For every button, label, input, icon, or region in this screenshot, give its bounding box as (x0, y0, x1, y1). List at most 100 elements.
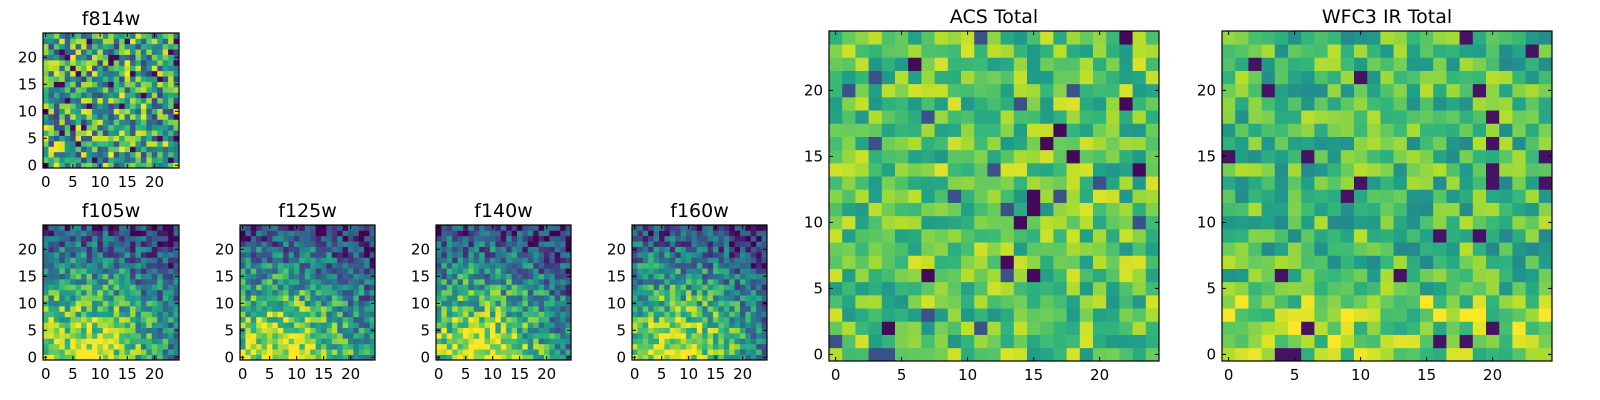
heatmap-cell (696, 284, 703, 291)
heatmap-cell (1314, 57, 1328, 71)
heatmap-cell (64, 124, 71, 131)
heatmap-cell (1433, 295, 1447, 309)
heatmap-cell (43, 230, 49, 237)
heatmap-cell (669, 349, 676, 355)
heatmap-cell (331, 262, 338, 269)
heatmap-cell (130, 81, 136, 88)
heatmap-cell (1459, 189, 1474, 203)
x-tick-label: 15 (510, 365, 529, 383)
heatmap-cell (707, 327, 714, 334)
heatmap-cell (554, 268, 561, 274)
heatmap-cell (1106, 215, 1120, 230)
heatmap-cell (1040, 110, 1054, 124)
heatmap-cell (675, 289, 681, 296)
heatmap-cell (364, 273, 370, 280)
heatmap-cell (750, 257, 757, 264)
heatmap-cell (315, 343, 322, 350)
heatmap-cell (108, 124, 115, 131)
heatmap-cell (1093, 189, 1107, 203)
heatmap-cell (675, 279, 681, 285)
heatmap-cell (696, 279, 703, 285)
heatmap-cell (1235, 136, 1249, 151)
heatmap-cell (696, 268, 703, 274)
heatmap-cell (1367, 281, 1381, 296)
heatmap-cell (1433, 308, 1447, 322)
heatmap-cell (1261, 347, 1276, 362)
heatmap-cell (565, 306, 572, 312)
heatmap-cell (1040, 97, 1054, 111)
heatmap-cell (64, 130, 71, 136)
heatmap-cell (500, 343, 507, 350)
heatmap-cell (140, 316, 147, 323)
heatmap-cell (947, 176, 962, 190)
heatmap-cell (549, 284, 556, 291)
heatmap-cell (1354, 215, 1368, 230)
heatmap-cell (108, 162, 115, 169)
heatmap-cell (544, 327, 550, 334)
heatmap-cell (86, 289, 93, 296)
heatmap-cell (648, 252, 654, 258)
heatmap-cell (1000, 215, 1015, 230)
heatmap-cell (1499, 70, 1513, 85)
heatmap-cell (1053, 83, 1067, 98)
heatmap-cell (713, 306, 719, 312)
heatmap-cell (511, 268, 518, 274)
heatmap-cell (108, 81, 115, 88)
heatmap-cell (1119, 215, 1133, 230)
heatmap-cell (75, 157, 82, 163)
heatmap-cell (895, 215, 909, 230)
heatmap-cell (500, 306, 507, 312)
heatmap-cell (1288, 281, 1302, 296)
heatmap-cell (842, 176, 856, 190)
heatmap-cell (294, 349, 300, 355)
heatmap-cell (1119, 229, 1133, 243)
heatmap-cell (1420, 44, 1434, 58)
heatmap-cell (740, 273, 746, 280)
heatmap-cell (75, 130, 82, 136)
heatmap-cell (473, 306, 480, 312)
heatmap-cell (1367, 70, 1381, 85)
heatmap-cell (637, 257, 644, 264)
heatmap-cell (441, 306, 448, 312)
heatmap-cell (718, 322, 725, 328)
heatmap-cell (1261, 57, 1276, 71)
heatmap-cell (1066, 334, 1081, 349)
heatmap-cell (272, 327, 279, 334)
heatmap-cell (342, 230, 349, 237)
heatmap-cell (1053, 229, 1067, 243)
heatmap-cell (124, 246, 131, 253)
heatmap-cell (1433, 70, 1447, 85)
heatmap-cell (108, 349, 115, 355)
heatmap-cell (632, 333, 638, 339)
heatmap-cell (1525, 334, 1540, 349)
heatmap-cell (299, 333, 306, 339)
heatmap-cell (64, 43, 71, 50)
heatmap-cell (151, 70, 158, 77)
heatmap-cell (299, 300, 306, 307)
heatmap-cell (921, 70, 935, 85)
heatmap-cell (272, 246, 279, 253)
heatmap-cell (702, 300, 708, 307)
heatmap-cell (1486, 136, 1500, 151)
heatmap-cell (337, 262, 343, 269)
heatmap-cell (272, 241, 279, 247)
heatmap-cell (648, 241, 654, 247)
heatmap-cell (53, 273, 60, 280)
heatmap-cell (304, 230, 311, 237)
heatmap-cell (1000, 31, 1015, 45)
heatmap-cell (250, 338, 257, 345)
heatmap-cell (947, 136, 962, 151)
x-tick-label: 10 (483, 365, 502, 383)
heatmap-cell (277, 306, 284, 312)
heatmap-cell (168, 295, 174, 301)
heatmap-cell (342, 284, 349, 291)
heatmap-cell (256, 268, 262, 274)
heatmap-cell (463, 322, 469, 328)
heatmap-cell (1314, 189, 1328, 203)
heatmap-cell (294, 289, 300, 296)
heatmap-cell (315, 354, 322, 361)
heatmap-cell (745, 268, 752, 274)
heatmap-cell (1248, 308, 1262, 322)
heatmap-cell (48, 135, 55, 142)
heatmap-cell (102, 354, 109, 361)
